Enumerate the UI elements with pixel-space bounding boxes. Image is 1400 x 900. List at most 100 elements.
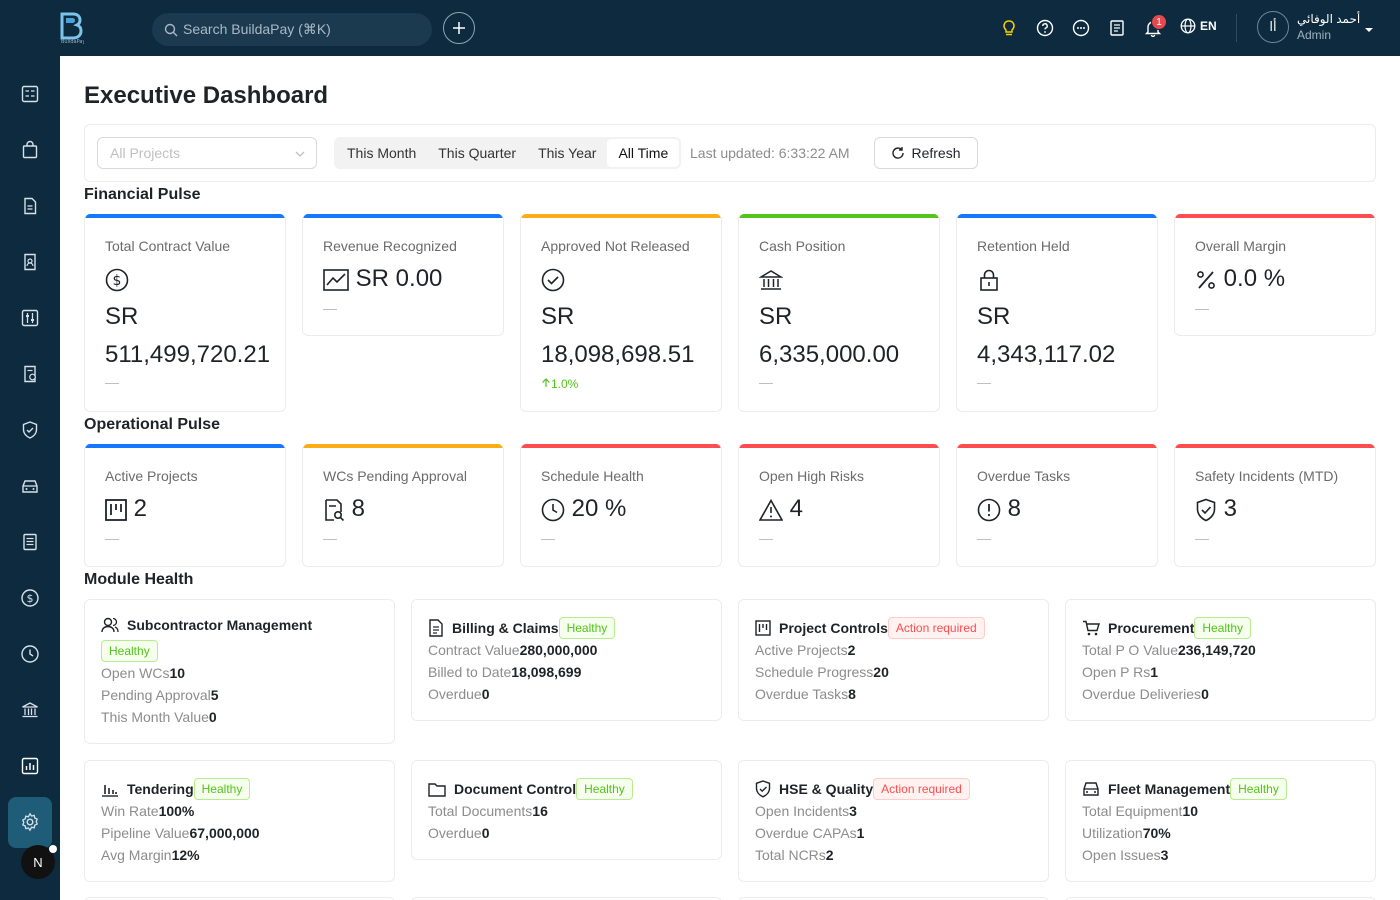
kpi-value: 0.0 % (1223, 265, 1286, 292)
module-card-billing-claims[interactable]: Billing & Claims Healthy Contract Value2… (411, 599, 722, 721)
kpi-label: Open High Risks (759, 468, 865, 484)
kpi-card-approved-not-released[interactable]: Approved Not Released SR 18,098,698.51 1… (520, 214, 722, 412)
metric-value: 0 (208, 709, 217, 725)
kpi-card-retention-held[interactable]: Retention Held SR 4,343,117.02 — (956, 214, 1158, 412)
card-accent-bar (85, 444, 285, 448)
metric-value: 3 (1160, 847, 1169, 863)
kpi-currency: SR (105, 303, 139, 330)
module-card-project-controls[interactable]: Project Controls Action required Active … (738, 599, 1049, 721)
inbox-icon[interactable] (1107, 18, 1127, 38)
card-accent-bar (303, 214, 503, 218)
module-title: HSE & Quality (779, 781, 874, 797)
help-icon[interactable] (1035, 18, 1055, 38)
sidebar-item-controls[interactable] (18, 306, 42, 330)
sidebar-item-fleet[interactable] (18, 474, 42, 498)
kpi-card-revenue-recognized[interactable]: Revenue Recognized SR 0.00 — (302, 214, 504, 336)
kpi-card-overdue-tasks[interactable]: Overdue Tasks 8 — (956, 444, 1158, 567)
period-all-time[interactable]: All Time (607, 139, 680, 167)
metric-label: Overdue Tasks (755, 686, 849, 702)
sidebar-item-finance[interactable]: $ (18, 586, 42, 610)
user-menu-caret-icon[interactable] (1364, 22, 1374, 40)
module-card-fleet-management[interactable]: Fleet Management Healthy Total Equipment… (1065, 760, 1376, 882)
kpi-card-overall-margin[interactable]: Overall Margin 0.0 % — (1174, 214, 1376, 336)
module-health-heading: Module Health (84, 571, 194, 588)
module-title: Procurement (1108, 620, 1195, 636)
chat-icon[interactable] (1071, 18, 1091, 38)
refresh-button[interactable]: Refresh (874, 137, 978, 169)
kpi-card-open-high-risks[interactable]: Open High Risks 4 — (738, 444, 940, 567)
kpi-label: Total Contract Value (105, 238, 231, 254)
top-bar: BuildaPay Search BuildaPay (⌘K) 1 EN أا … (0, 0, 1400, 56)
kpi-card-safety-incidents[interactable]: Safety Incidents (MTD) 3 — (1174, 444, 1376, 567)
period-segmented-control: This Month This Quarter This Year All Ti… (334, 137, 682, 169)
user-avatar[interactable]: أا (1257, 11, 1289, 43)
metric-label: Overdue Deliveries (1082, 686, 1202, 702)
user-name[interactable]: أحمد الوفائي (1297, 12, 1361, 26)
metric-label: Overdue (428, 686, 482, 702)
module-card-tendering[interactable]: Tendering Healthy Win Rate100% Pipeline … (84, 760, 395, 882)
financial-pulse-heading: Financial Pulse (84, 186, 201, 203)
kpi-card-active-projects[interactable]: Active Projects 2 — (84, 444, 286, 567)
module-metric-row: Schedule Progress20 (755, 664, 889, 680)
metric-label: Win Rate (101, 803, 159, 819)
metric-value: 2 (847, 642, 856, 658)
status-badge: Healthy (576, 778, 633, 800)
calculator-icon (21, 85, 39, 103)
chevron-down-icon (295, 151, 305, 157)
bank-icon (22, 702, 38, 718)
period-this-month[interactable]: This Month (347, 145, 417, 161)
module-metric-row: Utilization70% (1082, 825, 1171, 841)
user-initial-avatar[interactable]: N (21, 845, 57, 879)
sidebar-item-documents[interactable] (18, 194, 42, 218)
sidebar-item-settings[interactable] (18, 810, 42, 834)
metric-label: Total NCRs (755, 847, 826, 863)
metric-value: 10 (169, 665, 186, 681)
sidebar-item-file-user[interactable] (18, 250, 42, 274)
module-card-hse-quality[interactable]: HSE & Quality Action required Open Incid… (738, 760, 1049, 882)
kpi-value: 8 (351, 495, 366, 522)
kpi-card-schedule-health[interactable]: Schedule Health 20 % — (520, 444, 722, 567)
search-placeholder: Search BuildaPay (⌘K) (183, 21, 331, 37)
percent-icon (1197, 270, 1215, 289)
period-this-year[interactable]: This Year (538, 145, 597, 161)
kpi-sub: — (759, 374, 773, 390)
kpi-label: Safety Incidents (MTD) (1195, 468, 1339, 484)
sidebar-item-dashboard[interactable] (18, 754, 42, 778)
module-metric-row: Win Rate100% (101, 803, 194, 819)
kpi-card-wcs-pending-approval[interactable]: WCs Pending Approval 8 — (302, 444, 504, 567)
sidebar-item-bag[interactable] (18, 138, 42, 162)
buildapay-logo[interactable]: BuildaPay (56, 10, 85, 45)
module-card-document-control[interactable]: Document Control Healthy Total Documents… (411, 760, 722, 860)
kpi-sub: — (105, 530, 119, 546)
module-metric-row: Overdue0 (428, 686, 490, 702)
kpi-card-cash-position[interactable]: Cash Position SR 6,335,000.00 — (738, 214, 940, 412)
module-header: Billing & Claims Healthy (428, 617, 616, 639)
project-select[interactable]: All Projects (97, 137, 317, 169)
ai-bulb-icon[interactable] (999, 18, 1019, 38)
sidebar-item-bank[interactable] (18, 698, 42, 722)
period-this-quarter[interactable]: This Quarter (438, 145, 517, 161)
module-metric-row: Total P O Value236,149,720 (1082, 642, 1256, 658)
add-button[interactable] (443, 12, 475, 44)
sidebar-item-reports[interactable] (18, 530, 42, 554)
language-switcher[interactable]: EN (1180, 18, 1217, 34)
exclamation-circle-icon (977, 498, 1001, 521)
metric-label: Contract Value (428, 642, 520, 658)
sidebar-item-safety[interactable] (18, 418, 42, 442)
search-input[interactable]: Search BuildaPay (⌘K) (152, 13, 432, 46)
search-icon (164, 23, 178, 36)
module-metric-row: Overdue0 (428, 825, 490, 841)
module-metric-row: Open Incidents3 (755, 803, 857, 819)
module-card-subcontractor-management[interactable]: Subcontractor Management Healthy Open WC… (84, 599, 395, 744)
kpi-label: Overdue Tasks (977, 468, 1071, 484)
user-role: Admin (1297, 28, 1332, 42)
sidebar-item-calculator[interactable] (18, 82, 42, 106)
module-title: Subcontractor Management (127, 617, 313, 633)
kpi-currency: SR (977, 303, 1011, 330)
kpi-card-total-contract-value[interactable]: Total Contract Value $ SR 511,499,720.21… (84, 214, 286, 412)
sidebar-item-schedule[interactable] (18, 642, 42, 666)
card-accent-bar (85, 214, 285, 218)
metric-value: 2 (825, 847, 834, 863)
sidebar-item-file-check[interactable] (18, 362, 42, 386)
module-card-procurement[interactable]: Procurement Healthy Total P O Value236,1… (1065, 599, 1376, 721)
